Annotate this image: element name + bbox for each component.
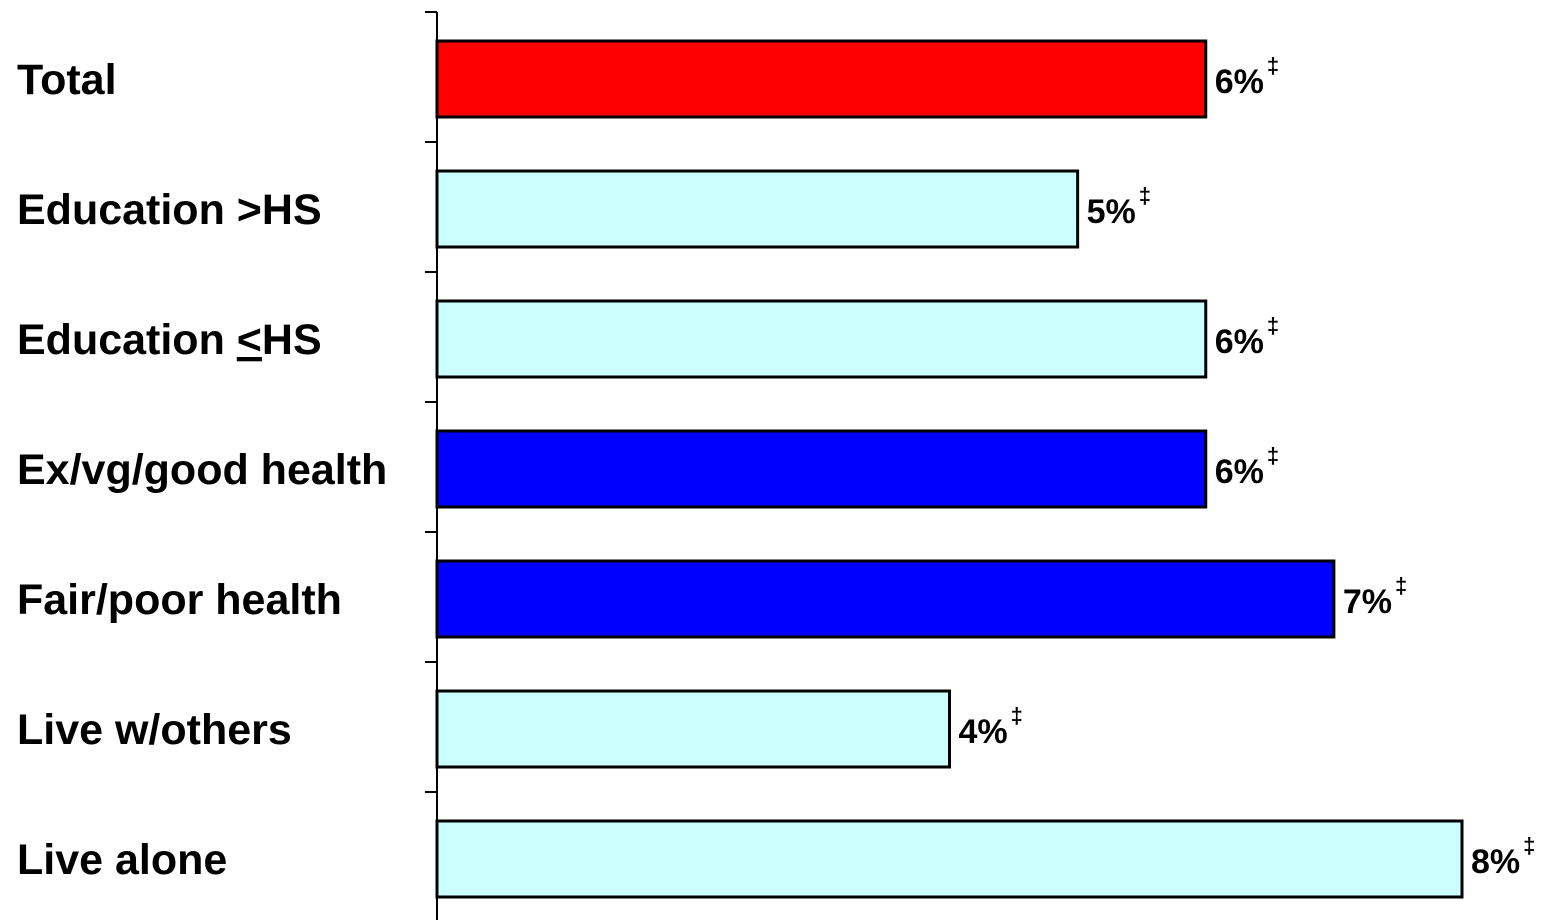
category-label: Live w/others [17,706,292,754]
value-label: 6% [1215,63,1264,101]
bar [435,169,1080,249]
bar [435,429,1208,509]
value-label: 7% [1343,583,1392,621]
category-label: Live alone [17,836,227,884]
category-label: Total [17,56,117,104]
bar [435,39,1208,119]
category-label: Education >HS [17,186,322,234]
value-label: 8% [1471,843,1520,881]
category-label: Ex/vg/good health [17,446,387,494]
category-label: Fair/poor health [17,576,342,624]
value-label-mark: ‡ [1267,443,1279,468]
value-label-mark: ‡ [1395,573,1407,598]
value-label-mark: ‡ [1011,703,1023,728]
value-label: 6% [1215,453,1264,491]
bar [435,689,951,769]
labels-layer: Total 6% ‡Education >HS 5% ‡Education <HS 6% ‡… [17,53,1535,884]
category-label: Education <HS [17,316,322,364]
value-label-mark: ‡ [1139,183,1151,208]
value-label: 4% [959,713,1008,751]
value-label-mark: ‡ [1523,833,1535,858]
bar [435,299,1208,379]
value-label-mark: ‡ [1267,53,1279,78]
bar [435,819,1464,899]
value-label: 5% [1087,193,1136,231]
value-label-mark: ‡ [1267,313,1279,338]
axis-layer [425,11,438,920]
bar [435,559,1336,639]
bars-layer [435,39,1464,899]
value-label: 6% [1215,323,1264,361]
